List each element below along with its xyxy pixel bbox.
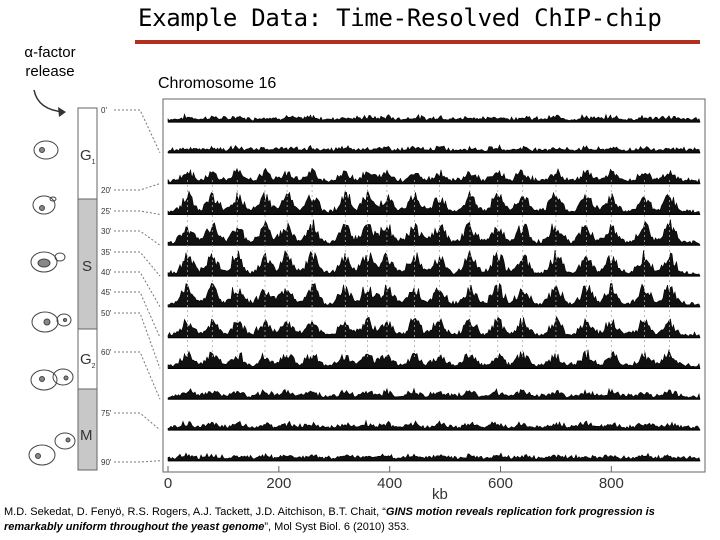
chip-signal-track	[167, 315, 701, 338]
chip-signal-track	[167, 167, 701, 184]
plot-frame	[162, 98, 706, 473]
time-connector	[114, 351, 161, 400]
time-connector	[114, 183, 161, 191]
title-underline	[135, 40, 700, 44]
time-label: 25'	[101, 207, 112, 216]
time-connector	[114, 109, 161, 154]
phase-g1-label: G1	[80, 147, 96, 166]
yeast-cell	[30, 251, 58, 273]
time-connector	[114, 412, 161, 431]
phase-s-label: S	[82, 258, 92, 275]
time-label: 35'	[101, 248, 112, 257]
time-label: 50'	[101, 309, 112, 318]
time-connector	[114, 460, 161, 463]
citation-paper-title: GINS motion reveals replication fork pro…	[4, 506, 655, 533]
phase-g2-label: G2	[80, 351, 96, 370]
phase-m-label: M	[80, 427, 93, 444]
slide-title: Example Data: Time-Resolved ChIP-chip	[138, 4, 662, 32]
x-tick-label: 800	[599, 475, 624, 492]
yeast-cell	[32, 195, 56, 215]
chip-signal-track	[167, 113, 701, 123]
time-point-labels: 0' 20' 25' 30' 35' 40' 45' 50' 60' 75' 90'	[101, 106, 161, 467]
yeast-cell	[28, 444, 56, 466]
x-axis: 0 200 400 600 800	[164, 466, 624, 492]
chromosome-label: Chromosome 16	[158, 75, 277, 92]
phase-bar-m	[77, 388, 98, 471]
x-tick-label: 200	[266, 475, 291, 492]
x-tick-label: 0	[164, 475, 172, 492]
time-label: 20'	[101, 186, 112, 195]
release-arrow-head	[58, 107, 66, 117]
yeast-cell-diagrams	[28, 140, 76, 466]
chip-signal-track	[167, 387, 701, 400]
chip-signal-track	[167, 249, 701, 277]
time-label: 60'	[101, 348, 112, 357]
x-tick-label: 400	[377, 475, 402, 492]
chip-signal-track	[167, 144, 701, 154]
time-label: 75'	[101, 409, 112, 418]
chip-chip-tracks	[167, 113, 701, 462]
chip-signal-track	[167, 282, 701, 308]
yeast-cell	[30, 369, 58, 391]
yeast-cell	[33, 140, 59, 160]
time-label: 30'	[101, 227, 112, 236]
time-label: 0'	[101, 106, 107, 115]
x-tick-label: 600	[488, 475, 513, 492]
alpha-factor-label: α-factor release	[24, 44, 76, 80]
yeast-cell	[31, 311, 59, 333]
time-connector	[114, 210, 161, 215]
time-connector	[114, 291, 161, 338]
time-connector	[114, 230, 161, 246]
x-axis-label: kb	[432, 486, 448, 503]
chip-signal-track	[167, 452, 701, 462]
time-label: 45'	[101, 288, 112, 297]
chip-signal-track	[167, 189, 701, 215]
chip-signal-track	[167, 219, 701, 246]
citation-authors: M.D. Sekedat, D. Fenyö, R.S. Rogers, A.J…	[4, 506, 386, 518]
citation-journal: ”, Mol Syst Biol. 6 (2010) 353.	[264, 521, 410, 533]
time-connector	[114, 271, 161, 308]
citation: M.D. Sekedat, D. Fenyö, R.S. Rogers, A.J…	[4, 505, 716, 535]
time-connector	[114, 251, 161, 277]
chip-signal-track	[167, 348, 701, 369]
time-connector	[114, 312, 161, 369]
time-label: 40'	[101, 268, 112, 277]
time-label: 90'	[101, 458, 112, 467]
chip-signal-track	[167, 419, 701, 431]
